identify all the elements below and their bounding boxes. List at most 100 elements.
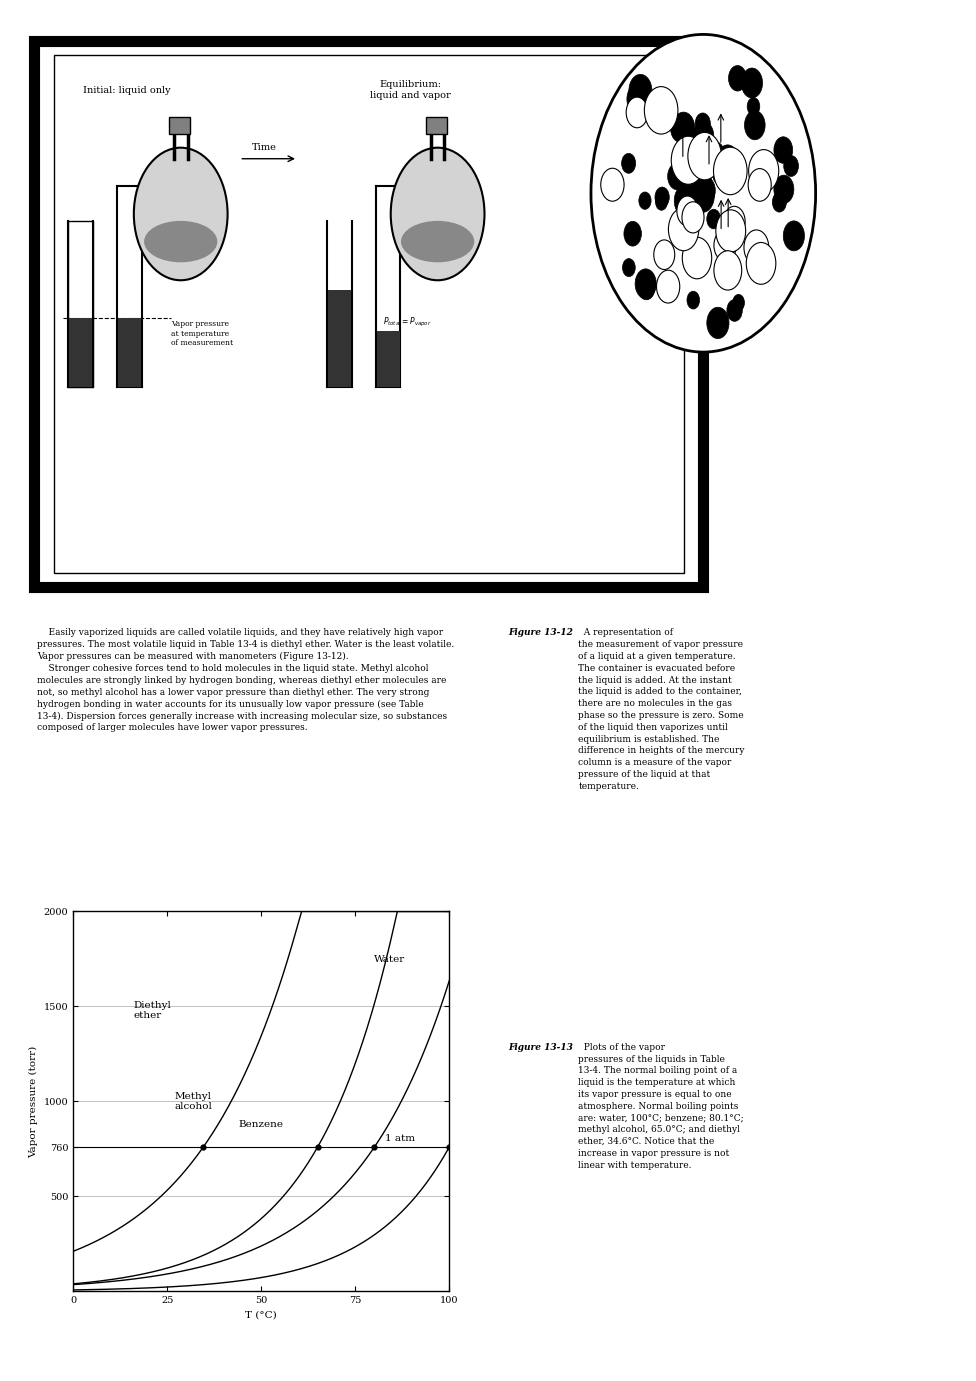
Circle shape (706, 142, 724, 167)
Bar (328, 290, 350, 387)
Circle shape (728, 66, 746, 91)
Circle shape (686, 291, 699, 309)
Circle shape (684, 166, 707, 196)
Bar (118, 318, 141, 387)
Text: Benzene: Benzene (238, 1120, 283, 1128)
Circle shape (690, 182, 705, 204)
Circle shape (655, 193, 667, 210)
Circle shape (693, 175, 712, 202)
Circle shape (644, 87, 677, 134)
Circle shape (590, 35, 815, 352)
Y-axis label: Vapor pressure (torr): Vapor pressure (torr) (29, 1045, 38, 1157)
Circle shape (723, 206, 745, 238)
Ellipse shape (144, 221, 217, 262)
Circle shape (600, 168, 624, 202)
Circle shape (629, 75, 651, 106)
Circle shape (668, 163, 686, 189)
Circle shape (656, 271, 679, 304)
Circle shape (726, 300, 742, 322)
Text: A representation of
the measurement of vapor pressure
of a liquid at a given tem: A representation of the measurement of v… (578, 628, 744, 791)
Text: Plots of the vapor
pressures of the liquids in Table
13-4. The ​normal​ boiling : Plots of the vapor pressures of the liqu… (578, 1043, 744, 1170)
Circle shape (783, 221, 804, 251)
Circle shape (673, 217, 685, 235)
Text: Methyl
alcohol: Methyl alcohol (175, 1091, 213, 1112)
Circle shape (677, 218, 696, 243)
Circle shape (390, 148, 484, 280)
Circle shape (713, 229, 736, 261)
Circle shape (748, 149, 778, 192)
Text: Figure 13-13: Figure 13-13 (508, 1043, 572, 1052)
Bar (426, 117, 447, 134)
Circle shape (712, 162, 728, 185)
Circle shape (621, 153, 635, 174)
Circle shape (746, 243, 775, 284)
Circle shape (696, 173, 712, 193)
Circle shape (715, 145, 739, 177)
Text: Time: Time (252, 142, 276, 152)
Circle shape (671, 137, 705, 184)
Circle shape (707, 210, 720, 229)
Circle shape (668, 209, 698, 251)
Circle shape (693, 122, 713, 151)
Circle shape (655, 188, 669, 207)
Text: Easily vaporized liquids are called ​volatile​ liquids, and they have relatively: Easily vaporized liquids are called ​vol… (37, 628, 454, 732)
Circle shape (673, 185, 697, 217)
X-axis label: T (°C): T (°C) (245, 1311, 277, 1320)
Ellipse shape (401, 221, 474, 262)
Circle shape (622, 258, 634, 276)
Circle shape (697, 177, 712, 199)
Bar (34, 41, 703, 587)
Circle shape (681, 202, 704, 233)
Circle shape (691, 180, 713, 213)
Circle shape (627, 84, 647, 113)
Text: Figure 13-12: Figure 13-12 (508, 628, 572, 638)
Circle shape (670, 115, 690, 142)
Bar (69, 318, 92, 387)
Text: 1 atm: 1 atm (386, 1134, 415, 1143)
Text: Initial: liquid only: Initial: liquid only (83, 86, 171, 95)
Circle shape (637, 275, 655, 300)
Circle shape (732, 294, 744, 311)
Circle shape (715, 210, 745, 253)
Circle shape (772, 192, 786, 213)
Text: Equilibrium:
liquid and vapor: Equilibrium: liquid and vapor (370, 80, 450, 99)
Circle shape (634, 269, 656, 298)
Circle shape (712, 148, 747, 195)
Circle shape (683, 196, 697, 215)
Circle shape (773, 137, 792, 163)
Bar (54, 55, 683, 573)
Text: $P_{total} = P_{vapor}$: $P_{total} = P_{vapor}$ (383, 316, 431, 329)
Text: Water: Water (374, 954, 405, 964)
Circle shape (134, 148, 227, 280)
Circle shape (741, 68, 762, 98)
Text: Vapor pressure
at temperature
of measurement: Vapor pressure at temperature of measure… (171, 320, 233, 347)
Circle shape (676, 196, 698, 226)
Circle shape (683, 174, 700, 199)
Circle shape (748, 168, 771, 202)
Circle shape (707, 308, 728, 338)
Circle shape (653, 240, 674, 269)
Circle shape (680, 137, 701, 166)
Circle shape (695, 113, 710, 134)
Circle shape (690, 167, 710, 195)
Circle shape (744, 231, 768, 265)
Circle shape (638, 192, 651, 210)
Circle shape (626, 97, 647, 128)
Circle shape (683, 199, 696, 217)
Text: Diethyl
ether: Diethyl ether (134, 1000, 171, 1021)
Circle shape (747, 98, 759, 116)
Circle shape (624, 221, 641, 246)
Circle shape (671, 153, 693, 184)
Circle shape (696, 177, 714, 204)
Circle shape (773, 175, 793, 203)
Circle shape (687, 133, 721, 180)
Bar (377, 331, 399, 387)
Circle shape (713, 151, 729, 173)
FancyBboxPatch shape (68, 221, 93, 387)
Circle shape (676, 149, 695, 175)
Bar (169, 117, 190, 134)
Circle shape (744, 110, 764, 139)
Circle shape (681, 238, 712, 279)
Circle shape (783, 156, 797, 177)
Circle shape (671, 112, 694, 144)
